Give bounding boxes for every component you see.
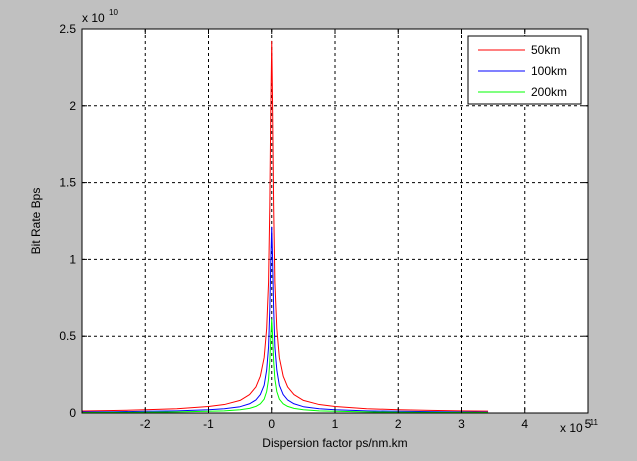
x-tick-label: -2 <box>140 417 151 431</box>
series-line-200km <box>81 318 489 414</box>
legend-label-200km: 200km <box>531 85 567 99</box>
grid-lines <box>82 29 588 413</box>
x-tick-label: -1 <box>203 417 214 431</box>
x-tick-label: 5 <box>585 417 592 431</box>
legend-label-50km: 50km <box>531 43 560 57</box>
axis-ticks <box>82 28 589 414</box>
series-line-50km <box>81 40 489 412</box>
series-layer <box>81 40 489 414</box>
x-tick-label: 1 <box>332 417 339 431</box>
y-tick-label: 1.5 <box>59 176 76 190</box>
legend: 50km 100km 200km <box>467 35 582 105</box>
x-exponent-label: x 10 <box>560 421 583 435</box>
y-axis-label: Bit Rate Bps <box>29 188 43 255</box>
x-axis-label: Dispersion factor ps/nm.km <box>262 436 407 450</box>
y-tick-label: 0 <box>69 406 76 420</box>
y-exponent-value: 10 <box>109 8 118 17</box>
x-tick-labels: -2 -1 0 1 2 3 4 5 <box>140 417 592 431</box>
y-tick-label: 0.5 <box>59 329 76 343</box>
x-tick-label: 3 <box>458 417 465 431</box>
x-exponent-value: -11 <box>587 418 599 427</box>
series-line-100km <box>81 226 489 413</box>
legend-box <box>467 35 582 105</box>
y-tick-label: 2.5 <box>59 22 76 36</box>
x-tick-label: 4 <box>521 417 528 431</box>
x-tick-label: 0 <box>268 417 275 431</box>
x-tick-label: 2 <box>395 417 402 431</box>
y-tick-label: 1 <box>69 252 76 266</box>
legend-label-100km: 100km <box>531 64 567 78</box>
y-exponent-label: x 10 <box>82 11 105 25</box>
y-tick-labels: 0 0.5 1 1.5 2 2.5 <box>59 22 76 420</box>
y-tick-label: 2 <box>69 99 76 113</box>
